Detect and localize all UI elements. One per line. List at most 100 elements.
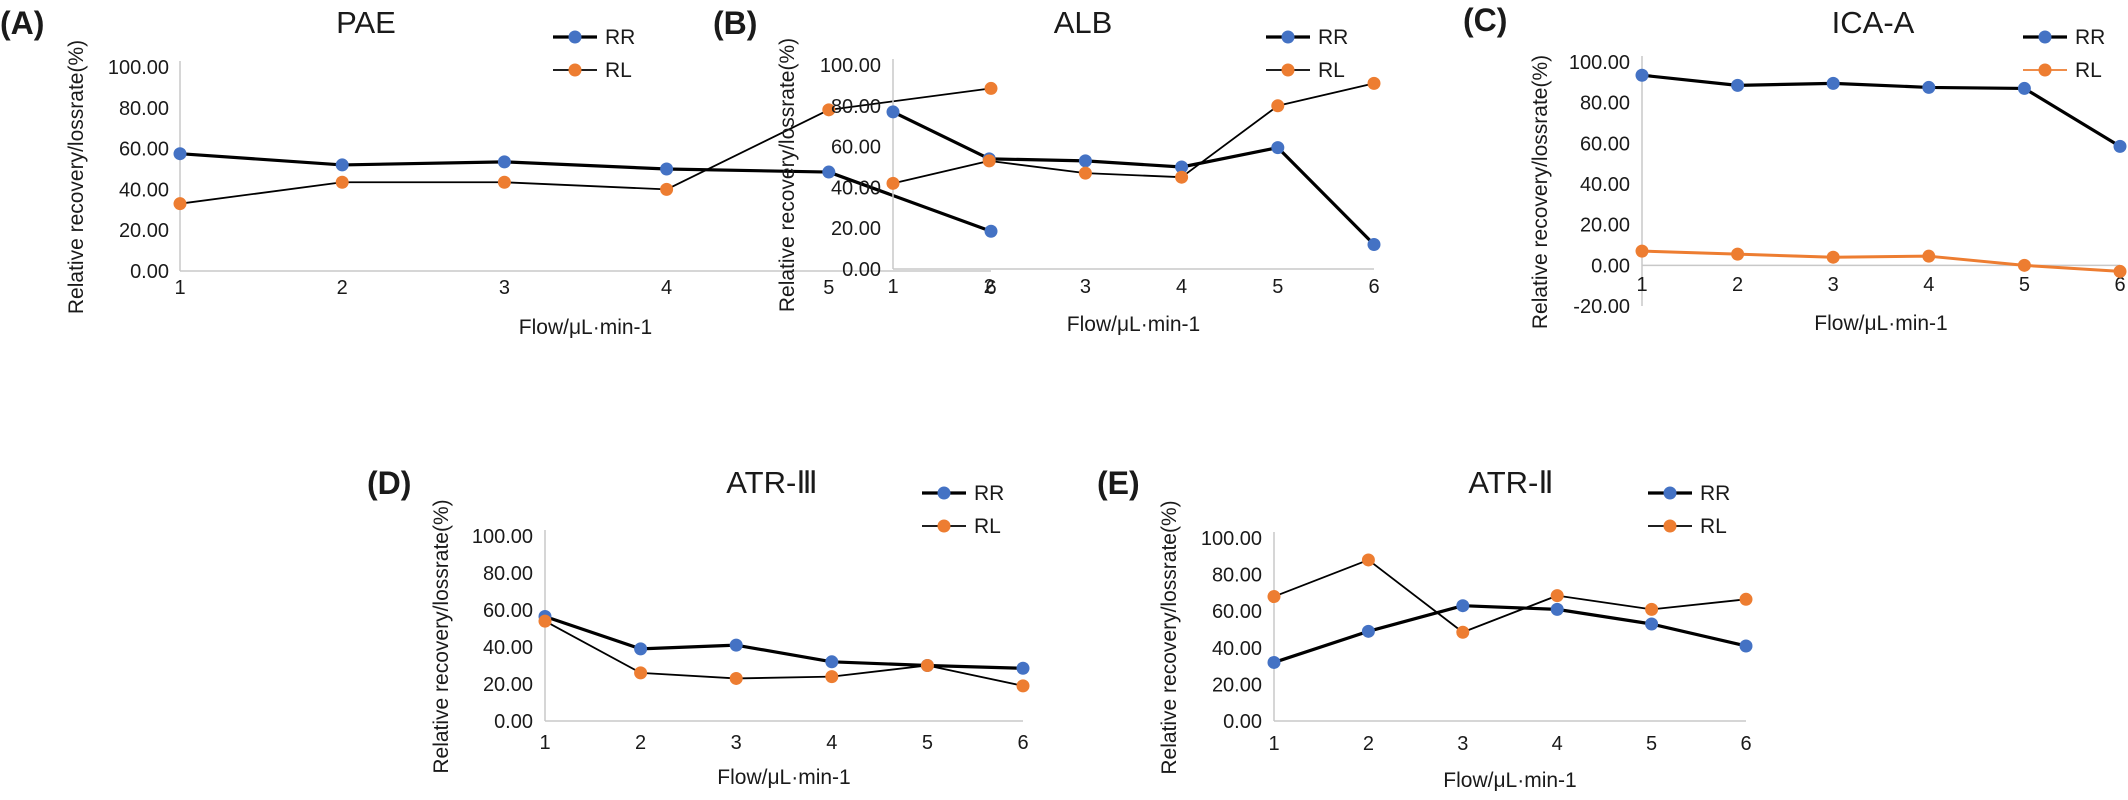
series-line-rr bbox=[892, 110, 1376, 246]
data-point-rl bbox=[920, 659, 934, 672]
x-tick-label: 1 bbox=[887, 276, 898, 298]
legend-label: RL bbox=[2075, 59, 2102, 82]
legend-marker bbox=[1663, 519, 1677, 533]
series-line-rr bbox=[544, 614, 1024, 670]
x-tick-label: 3 bbox=[499, 277, 510, 299]
x-tick-label: 6 bbox=[1017, 732, 1028, 754]
chart-title: ALB bbox=[1054, 5, 1113, 40]
legend: RR RL bbox=[922, 482, 1004, 538]
data-point-rl bbox=[1922, 249, 1936, 263]
y-tick-label: 100.00 bbox=[820, 55, 881, 77]
data-point-rl bbox=[1267, 590, 1281, 604]
data-point-rr bbox=[1645, 617, 1659, 631]
data-point-rl bbox=[634, 666, 648, 680]
data-point-rr bbox=[1739, 639, 1753, 653]
y-tick-label: 60.00 bbox=[119, 139, 169, 161]
y-tick-label: 0.00 bbox=[130, 261, 169, 283]
legend-marker bbox=[2038, 63, 2052, 77]
legend-label: RL bbox=[605, 59, 632, 82]
legend-label: RL bbox=[1318, 59, 1345, 82]
chart-title: ATR-Ⅲ bbox=[726, 465, 817, 500]
y-tick-label: 60.00 bbox=[831, 137, 881, 159]
y-tick-label: 40.00 bbox=[119, 179, 169, 201]
series-line-rl bbox=[1273, 559, 1747, 634]
data-point-rl bbox=[982, 154, 996, 168]
chart-title: ICA-A bbox=[1832, 5, 1915, 40]
data-point-rl bbox=[2017, 258, 2031, 272]
series-line-rr bbox=[1641, 73, 2121, 148]
data-point-rr bbox=[984, 224, 998, 238]
data-point-rl bbox=[886, 176, 900, 190]
y-tick-label: 60.00 bbox=[1212, 601, 1262, 623]
y-axis-title: Relative recovery/lossrate(%) bbox=[776, 38, 799, 312]
data-point-rl bbox=[497, 175, 511, 189]
data-point-rr bbox=[1078, 154, 1092, 168]
y-tick-label: 20.00 bbox=[831, 218, 881, 240]
legend-label: RR bbox=[605, 26, 635, 49]
data-point-rr bbox=[1267, 655, 1281, 669]
legend-label: RR bbox=[974, 482, 1004, 505]
x-tick-label: 3 bbox=[1457, 733, 1468, 755]
data-point-rr bbox=[1731, 78, 1745, 92]
data-point-rr bbox=[822, 165, 836, 179]
y-tick-label: 100.00 bbox=[1569, 52, 1630, 74]
legend-label: RL bbox=[974, 515, 1001, 538]
data-point-rr bbox=[497, 155, 511, 169]
legend-label: RL bbox=[1700, 515, 1727, 538]
panel-label: (D) bbox=[367, 465, 411, 501]
data-point-rr bbox=[1550, 602, 1564, 616]
x-tick-label: 1 bbox=[1268, 733, 1279, 755]
legend: RR RL bbox=[553, 26, 635, 82]
y-tick-label: 100.00 bbox=[472, 526, 533, 548]
x-tick-label: 5 bbox=[1272, 276, 1283, 298]
data-point-rl bbox=[1826, 250, 1840, 264]
data-point-rr bbox=[1175, 160, 1189, 174]
x-tick-label: 6 bbox=[1368, 276, 1379, 298]
data-point-rl bbox=[1367, 76, 1381, 90]
y-axis-title: Relative recovery/lossrate(%) bbox=[1158, 500, 1181, 774]
x-tick-label: 1 bbox=[539, 732, 550, 754]
data-point-rr bbox=[335, 158, 349, 172]
y-tick-label: 20.00 bbox=[1580, 215, 1630, 237]
data-point-rr bbox=[2113, 139, 2127, 153]
data-point-rl bbox=[825, 670, 839, 684]
y-tick-label: 80.00 bbox=[119, 98, 169, 120]
y-tick-label: 0.00 bbox=[1591, 255, 1630, 277]
y-tick-label: 0.00 bbox=[1223, 711, 1262, 733]
y-axis-title: Relative recovery/lossrate(%) bbox=[65, 40, 88, 314]
series-line-rl bbox=[544, 620, 1024, 687]
data-point-rr bbox=[886, 105, 900, 119]
x-axis-title: Flow/μL·min-1 bbox=[717, 766, 850, 789]
y-tick-label: 20.00 bbox=[483, 674, 533, 696]
data-point-rl bbox=[1550, 589, 1564, 603]
data-point-rl bbox=[1456, 625, 1470, 639]
data-point-rr bbox=[2017, 81, 2031, 95]
x-tick-label: 1 bbox=[174, 277, 185, 299]
x-tick-label: 2 bbox=[1732, 274, 1743, 296]
x-tick-label: 6 bbox=[2114, 274, 2125, 296]
data-point-rl bbox=[1175, 170, 1189, 184]
data-point-rl bbox=[173, 197, 187, 211]
series-line-rl bbox=[179, 87, 992, 205]
legend: RR RL bbox=[1648, 482, 1730, 538]
x-tick-label: 6 bbox=[985, 277, 996, 299]
series-line-rr bbox=[1273, 604, 1747, 664]
data-point-rl bbox=[1016, 679, 1030, 693]
legend-marker bbox=[1281, 63, 1295, 77]
data-point-rr bbox=[1826, 76, 1840, 90]
data-point-rr bbox=[1016, 661, 1030, 675]
panel-label: (C) bbox=[1463, 2, 1507, 38]
legend-marker bbox=[568, 30, 582, 44]
legend-marker bbox=[568, 63, 582, 77]
chart-panel-3: (C) ICA-A -20.00 0.00 20.00 40.00 60.00 80.00 10… bbox=[1463, 2, 2127, 335]
data-point-rl bbox=[1635, 244, 1649, 258]
y-tick-label: 0.00 bbox=[494, 711, 533, 733]
y-tick-label: 40.00 bbox=[831, 177, 881, 199]
data-point-rl bbox=[1645, 602, 1659, 616]
x-tick-label: 2 bbox=[635, 732, 646, 754]
data-point-rr bbox=[825, 655, 839, 669]
data-point-rr bbox=[1922, 80, 1936, 94]
data-point-rl bbox=[729, 671, 743, 685]
y-axis-title: Relative recovery/lossrate(%) bbox=[430, 499, 453, 773]
